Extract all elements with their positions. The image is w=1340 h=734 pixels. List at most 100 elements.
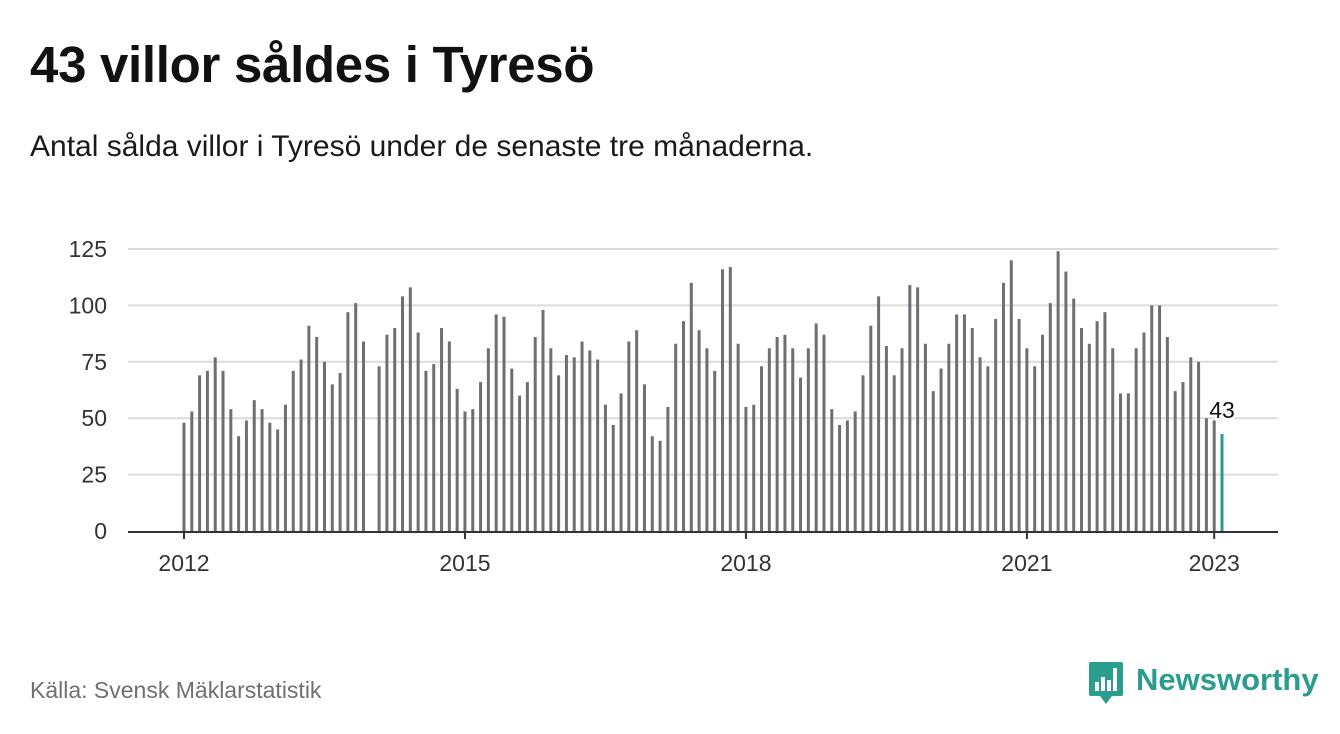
y-axis-tick-labels: 0 25 50 75 100 125 <box>69 236 107 544</box>
bar <box>877 296 881 531</box>
bar <box>1165 336 1169 531</box>
bar <box>533 336 537 531</box>
bar <box>666 406 670 531</box>
bar <box>1056 251 1060 532</box>
bar <box>838 424 842 531</box>
bar <box>947 343 951 531</box>
bar <box>432 364 436 531</box>
bar <box>330 384 334 531</box>
bar <box>955 314 959 531</box>
y-tick-label: 75 <box>81 349 107 375</box>
bar <box>401 296 405 531</box>
bar <box>1150 305 1154 531</box>
bar <box>916 287 920 531</box>
bar <box>291 370 295 531</box>
bar <box>845 420 849 531</box>
bar <box>518 395 522 531</box>
bar <box>315 336 319 531</box>
bar <box>736 343 740 531</box>
bar <box>564 355 568 531</box>
bar <box>541 309 545 531</box>
bar <box>760 366 764 531</box>
bar <box>869 325 873 531</box>
bar <box>596 359 600 531</box>
bar <box>572 357 576 531</box>
bar <box>962 314 966 531</box>
bar <box>853 411 857 531</box>
bar <box>861 375 865 531</box>
bar <box>393 327 397 531</box>
bar <box>689 282 693 531</box>
bar <box>1189 357 1193 531</box>
bar <box>611 424 615 531</box>
bar <box>830 409 834 531</box>
grid-lines <box>128 248 1278 476</box>
y-tick-label: 125 <box>69 236 107 262</box>
bar <box>213 357 217 531</box>
bar <box>986 366 990 531</box>
bar <box>1095 321 1099 531</box>
bars <box>182 251 1224 532</box>
bar <box>1212 420 1216 531</box>
data-label-halo: 43 <box>1209 397 1235 423</box>
bar <box>705 348 709 531</box>
bar <box>1040 334 1044 531</box>
bar <box>1064 271 1068 531</box>
bar <box>994 318 998 531</box>
bar <box>408 287 412 531</box>
bar <box>908 285 912 531</box>
x-axis-tick-labels: 2012 2015 2018 2021 2023 <box>158 532 1240 576</box>
bar <box>783 334 787 531</box>
bar <box>354 303 358 531</box>
bar <box>884 346 888 531</box>
bar <box>1181 382 1185 531</box>
bar <box>674 343 678 531</box>
bar <box>939 368 943 531</box>
y-tick-label: 50 <box>81 405 107 431</box>
bar <box>603 404 607 531</box>
x-tick-label: 2023 <box>1189 550 1240 576</box>
bar <box>510 368 514 531</box>
bar <box>978 357 982 531</box>
chart-subtitle: Antal sålda villor i Tyresö under de sen… <box>30 130 814 163</box>
bar <box>1204 418 1208 531</box>
bar <box>713 370 717 531</box>
chart-title: 43 villor såldes i Tyresö <box>30 36 595 93</box>
x-tick-label: 2021 <box>1001 550 1052 576</box>
bar <box>931 391 935 531</box>
bar <box>697 330 701 531</box>
bar <box>260 409 264 531</box>
bar <box>1080 327 1084 531</box>
bar <box>1111 348 1115 531</box>
bar <box>440 327 444 531</box>
source-note: Källa: Svensk Mäklarstatistik <box>30 677 322 703</box>
bar <box>221 370 225 531</box>
brand-logo[interactable]: Newsworthy <box>1088 660 1319 706</box>
bar <box>744 406 748 531</box>
bar <box>1142 332 1146 531</box>
bar <box>283 404 287 531</box>
brand-name: Newsworthy <box>1136 662 1319 697</box>
y-tick-label: 100 <box>69 292 107 318</box>
bar <box>721 269 725 531</box>
bar <box>346 312 350 531</box>
bar <box>299 359 303 531</box>
bar <box>775 336 779 531</box>
bar <box>580 341 584 531</box>
bar <box>252 400 256 531</box>
bar <box>588 350 592 531</box>
bar <box>362 341 366 531</box>
bar <box>627 341 631 531</box>
bar <box>1103 312 1107 531</box>
bar <box>923 343 927 531</box>
bar <box>1025 348 1029 531</box>
bar <box>1017 318 1021 531</box>
bar <box>1001 282 1005 531</box>
bar <box>650 436 654 531</box>
bar <box>182 422 186 531</box>
bar <box>1126 393 1130 531</box>
bar <box>525 382 529 531</box>
bar <box>377 366 381 531</box>
bar <box>1087 343 1091 531</box>
bar <box>635 330 639 531</box>
